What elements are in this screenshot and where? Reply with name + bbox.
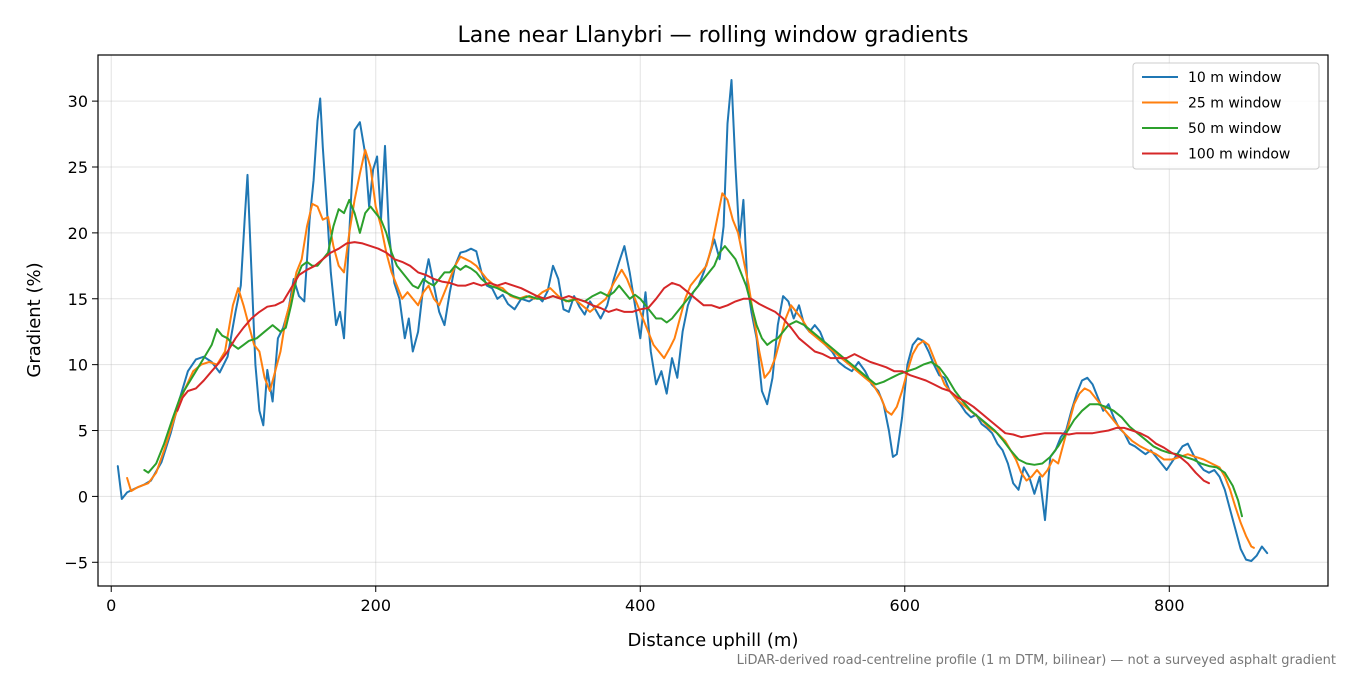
- y-tick-label: −5: [64, 553, 88, 572]
- y-tick-label: 25: [68, 158, 88, 177]
- x-tick-label: 0: [106, 596, 116, 615]
- legend: 10 m window 25 m window 50 m window 100 m w…: [1132, 62, 1320, 170]
- legend-label: 100 m window: [1188, 147, 1290, 163]
- series-lines: [116, 79, 1269, 562]
- y-tick-label: 10: [68, 356, 88, 375]
- y-tick-label: 5: [78, 422, 88, 441]
- x-tick-label: 800: [1154, 596, 1185, 615]
- x-tick-label: 400: [625, 596, 656, 615]
- x-axis-label: Distance uphill (m): [628, 630, 799, 651]
- legend-label: 50 m window: [1188, 121, 1281, 137]
- y-axis-label: Gradient (%): [24, 262, 45, 377]
- y-tick-label: 0: [78, 487, 88, 506]
- y-tick-label: 20: [68, 224, 88, 243]
- legend-box: [1132, 62, 1320, 170]
- series-line-1: [116, 79, 1269, 562]
- series-line-3: [143, 198, 1243, 518]
- footnote: LiDAR-derived road-centreline profile (1…: [737, 653, 1336, 668]
- series-line-2: [126, 148, 1255, 549]
- legend-label: 10 m window: [1188, 70, 1281, 86]
- legend-label: 25 m window: [1188, 96, 1281, 112]
- series-line-4: [176, 241, 1210, 485]
- x-tick-label: 200: [360, 596, 391, 615]
- y-tick-label: 15: [68, 290, 88, 309]
- y-tick-label: 30: [68, 92, 88, 111]
- axis-ticks: 0 200 400 600 800 −5 0 5 10 15 20 25 30: [64, 92, 1184, 615]
- grid: [98, 55, 1328, 586]
- x-tick-label: 600: [890, 596, 921, 615]
- chart-title: Lane near Llanybri — rolling window grad…: [458, 23, 969, 48]
- plot-frame: [97, 54, 1329, 587]
